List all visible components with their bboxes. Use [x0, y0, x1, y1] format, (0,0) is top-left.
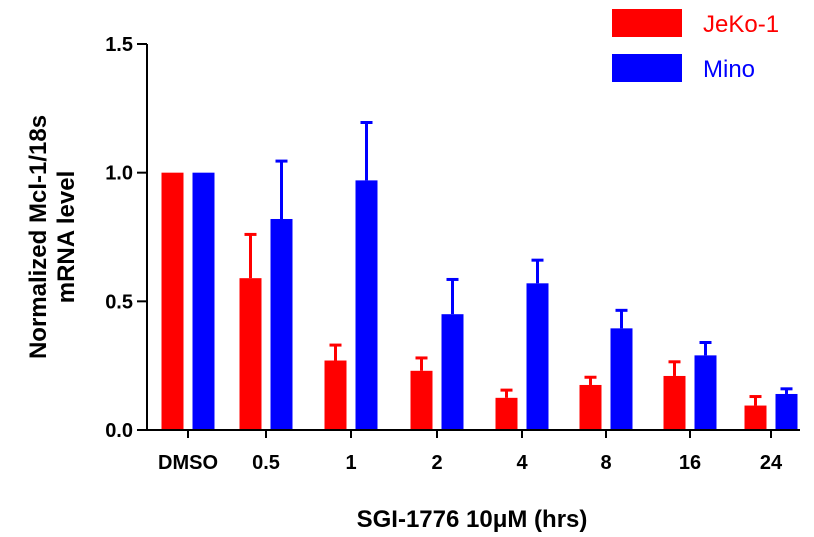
x-tick-label-0: DMSO	[158, 452, 218, 474]
y-axis-title-line-1: Normalized Mcl-1/18s	[25, 115, 52, 359]
bar-mino-0	[192, 172, 215, 430]
bars-layer	[161, 120, 798, 430]
bar-mino-6	[694, 355, 717, 430]
x-axis-title: SGI-1776 10μM (hrs)	[357, 506, 588, 533]
x-tick-label-4: 4	[516, 452, 528, 474]
y-tick-label-3: 1.5	[105, 34, 133, 56]
legend-label-jeko-1: JeKo-1	[703, 11, 779, 38]
legend-swatch-mino	[612, 54, 682, 82]
legend: JeKo-1 Mino	[612, 9, 779, 83]
bar-jeko-1-4	[495, 397, 518, 430]
bar-jeko-1-6	[663, 375, 686, 430]
bar-mino-7	[775, 393, 798, 430]
bar-mino-1	[270, 218, 293, 430]
x-tick-label-6: 16	[679, 452, 701, 474]
x-tick-label-3: 2	[431, 452, 442, 474]
y-tick-label-0: 0.0	[105, 420, 133, 442]
x-tick-label-5: 8	[600, 452, 611, 474]
x-tick-label-2: 1	[345, 452, 356, 474]
bar-jeko-1-2	[324, 360, 347, 430]
bar-mino-5	[610, 328, 633, 430]
bar-jeko-1-7	[744, 405, 767, 430]
y-tick-label-1: 0.5	[105, 291, 133, 313]
bar-mino-4	[526, 283, 549, 430]
bar-mino-3	[441, 314, 464, 430]
y-tick-label-2: 1.0	[105, 163, 133, 185]
bar-jeko-1-3	[410, 370, 433, 430]
bar-jeko-1-0	[161, 172, 184, 430]
bar-jeko-1-5	[579, 384, 602, 430]
legend-swatch-jeko-1	[612, 9, 682, 37]
bar-mino-2	[355, 180, 378, 430]
x-tick-label-1: 0.5	[252, 452, 280, 474]
y-ticks: 0.0 0.5 1.0 1.5	[105, 34, 147, 442]
x-ticks: DMSO 0.5 1 2 4 8 16 24	[158, 430, 783, 474]
x-tick-label-7: 24	[760, 452, 783, 474]
legend-label-mino: Mino	[703, 56, 755, 83]
axes-layer	[146, 44, 800, 431]
y-axis-title-line-2: mRNA level	[53, 171, 80, 304]
bar-jeko-1-1	[239, 278, 262, 430]
